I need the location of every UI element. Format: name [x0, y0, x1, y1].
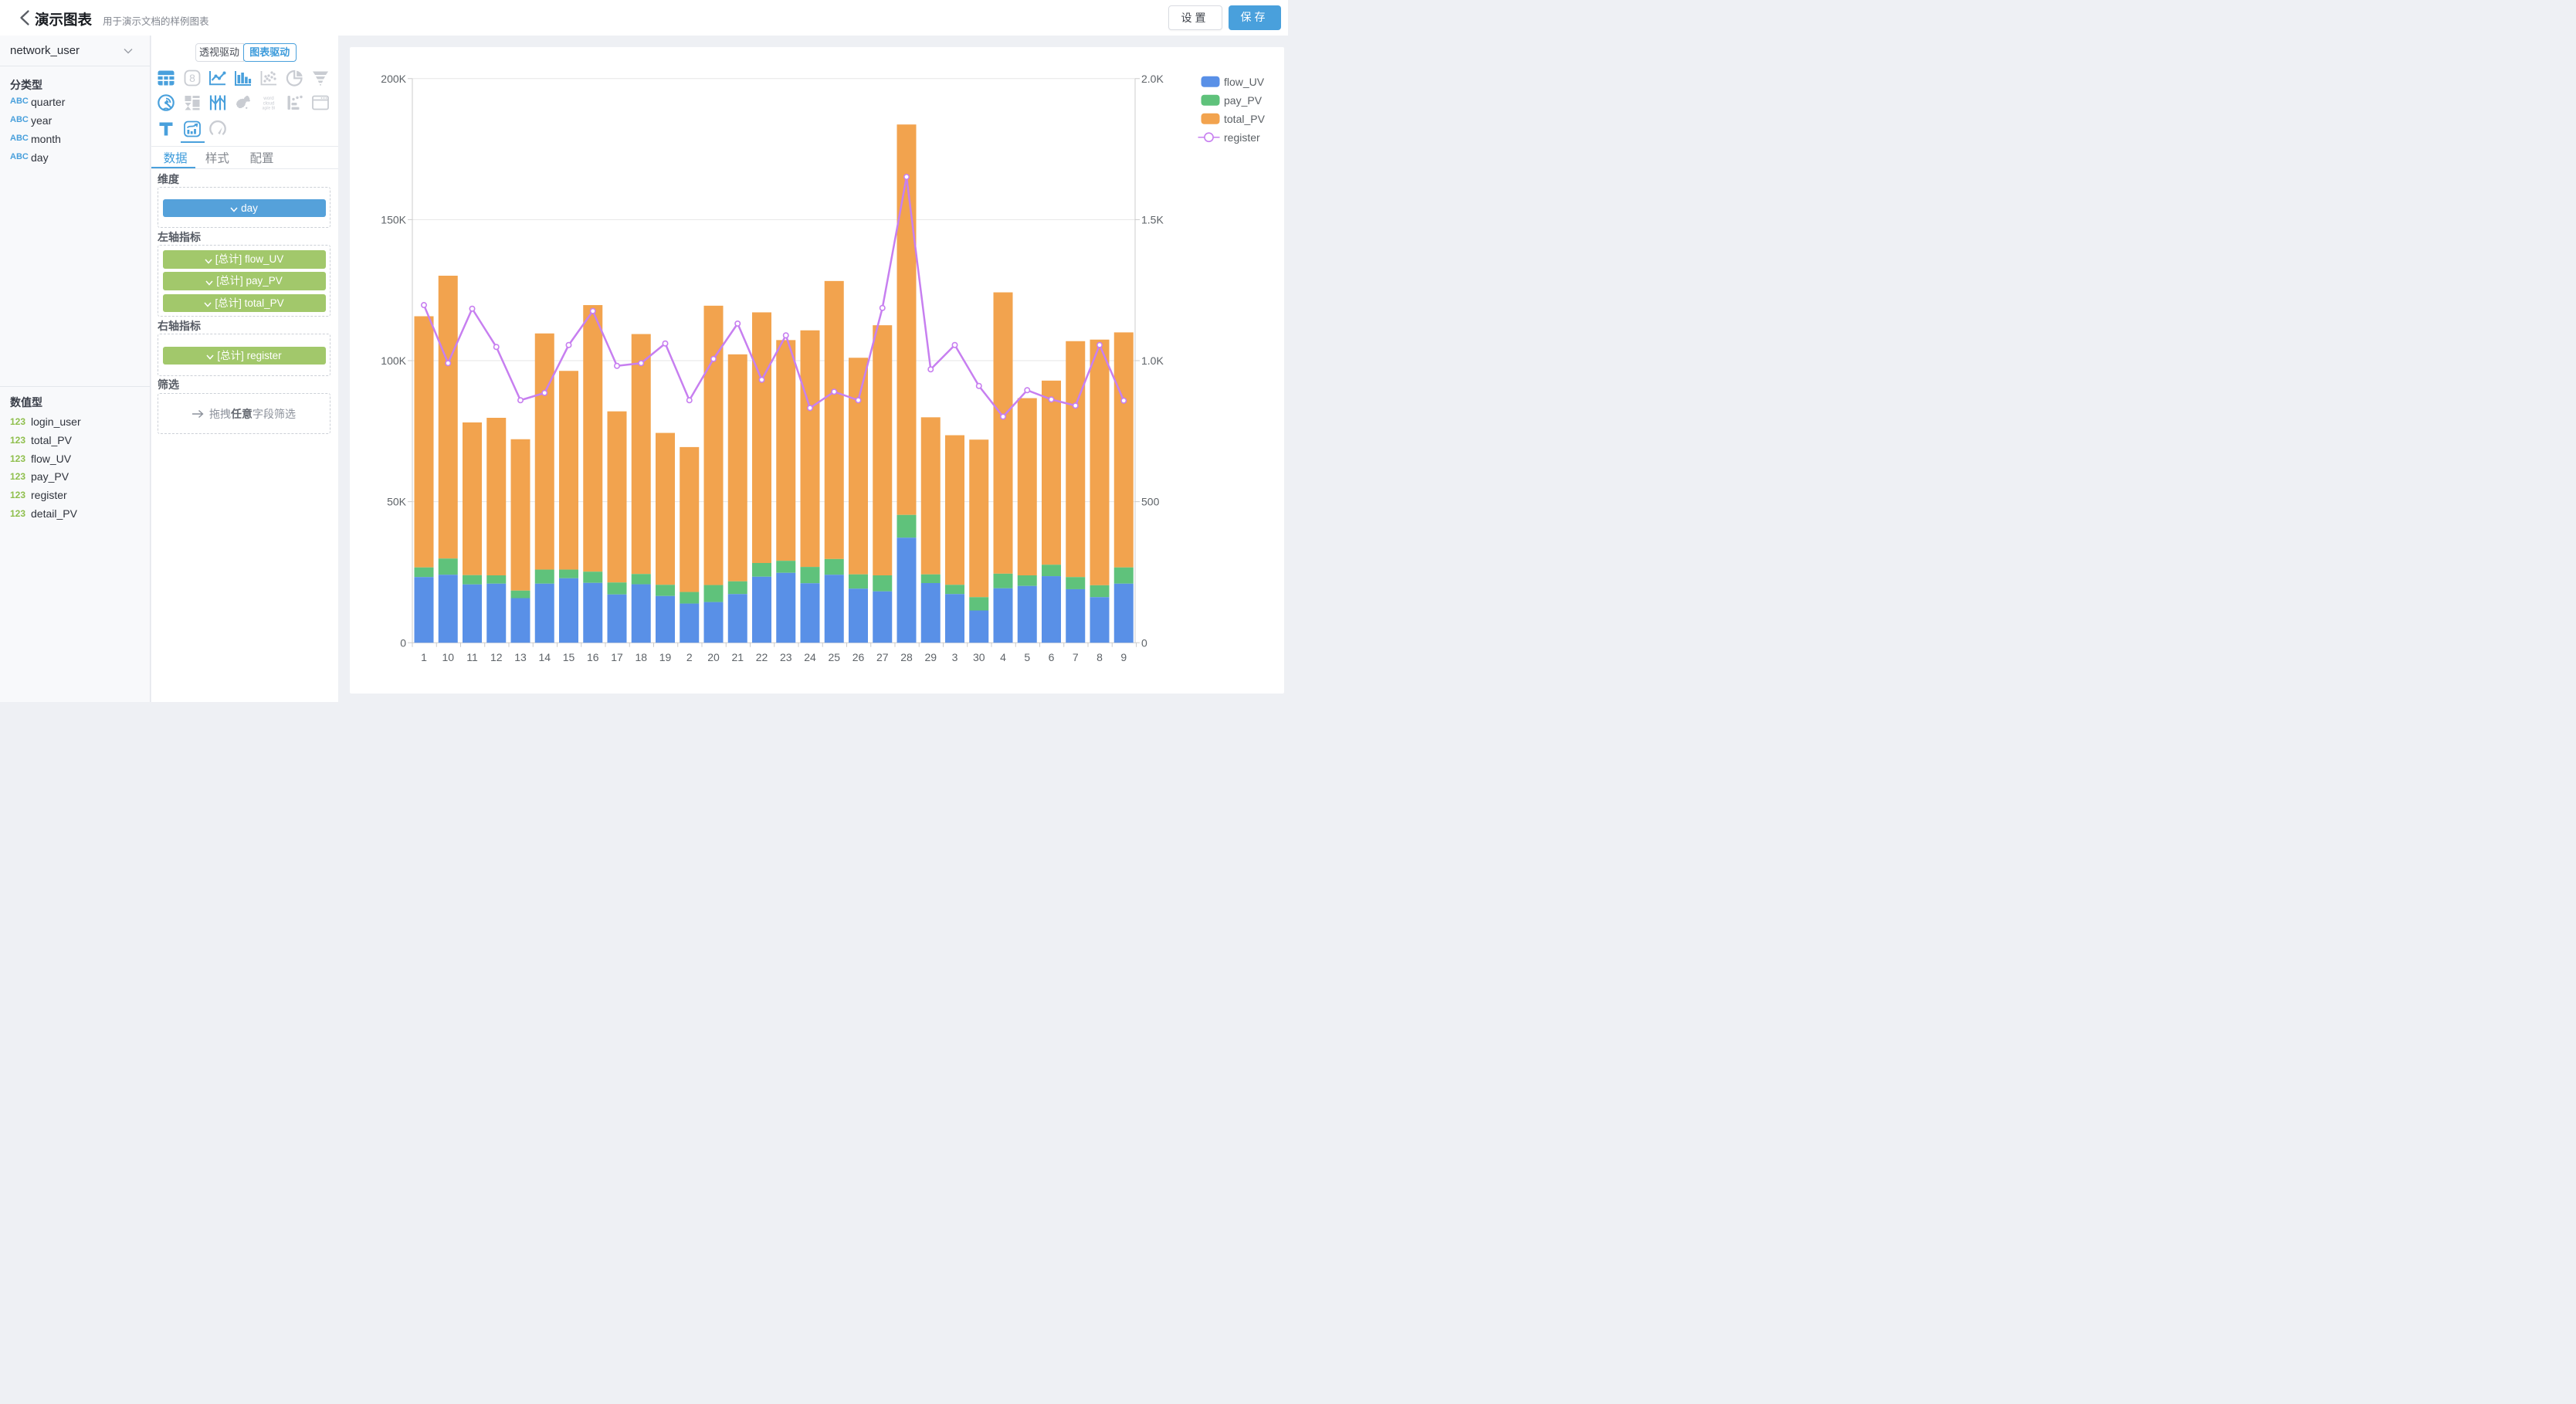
svg-text:pay_PV: pay_PV — [1224, 94, 1263, 107]
svg-text:cloud: cloud — [263, 101, 275, 107]
svg-text:1.0K: 1.0K — [1141, 354, 1164, 367]
svg-text:7: 7 — [1072, 651, 1078, 663]
svg-text:30: 30 — [972, 651, 985, 663]
svg-text:100K: 100K — [381, 354, 406, 367]
svg-text:2.0K: 2.0K — [1141, 73, 1164, 85]
svg-text:11: 11 — [466, 651, 478, 663]
svg-text:10: 10 — [442, 651, 454, 663]
svg-text:3: 3 — [951, 651, 958, 663]
svg-text:200K: 200K — [381, 73, 406, 85]
svg-text:21: 21 — [731, 651, 744, 663]
svg-text:agile BI: agile BI — [263, 107, 276, 111]
svg-text:19: 19 — [659, 651, 671, 663]
svg-text:2: 2 — [686, 651, 692, 663]
svg-text:16: 16 — [586, 651, 598, 663]
svg-text:26: 26 — [852, 651, 864, 663]
svg-text:8: 8 — [1096, 651, 1103, 663]
svg-text:50K: 50K — [387, 496, 407, 508]
svg-text:1.5K: 1.5K — [1141, 214, 1164, 226]
svg-text:12: 12 — [490, 651, 502, 663]
svg-text:1: 1 — [421, 651, 427, 663]
svg-text:9: 9 — [1120, 651, 1127, 663]
svg-text:28: 28 — [900, 651, 913, 663]
svg-text:8: 8 — [189, 72, 195, 84]
svg-text:14: 14 — [538, 651, 551, 663]
svg-text:25: 25 — [828, 651, 840, 663]
svg-text:0: 0 — [1141, 637, 1147, 649]
svg-text:23: 23 — [779, 651, 791, 663]
svg-text:word: word — [263, 96, 275, 101]
svg-text:register: register — [1224, 131, 1260, 144]
svg-text:20: 20 — [707, 651, 720, 663]
svg-text:4: 4 — [1000, 651, 1006, 663]
svg-text:total_PV: total_PV — [1224, 113, 1266, 125]
svg-text:22: 22 — [755, 651, 768, 663]
svg-text:18: 18 — [635, 651, 647, 663]
svg-text:6: 6 — [1048, 651, 1054, 663]
svg-text:flow_UV: flow_UV — [1224, 76, 1265, 88]
svg-text:150K: 150K — [381, 214, 406, 226]
svg-text:17: 17 — [611, 651, 623, 663]
svg-text:24: 24 — [804, 651, 816, 663]
svg-text:27: 27 — [876, 651, 888, 663]
svg-text:500: 500 — [1141, 496, 1160, 508]
svg-text:29: 29 — [924, 651, 937, 663]
svg-text:0: 0 — [400, 637, 406, 649]
svg-text:13: 13 — [514, 651, 527, 663]
svg-text:5: 5 — [1024, 651, 1030, 663]
svg-text:15: 15 — [562, 651, 575, 663]
